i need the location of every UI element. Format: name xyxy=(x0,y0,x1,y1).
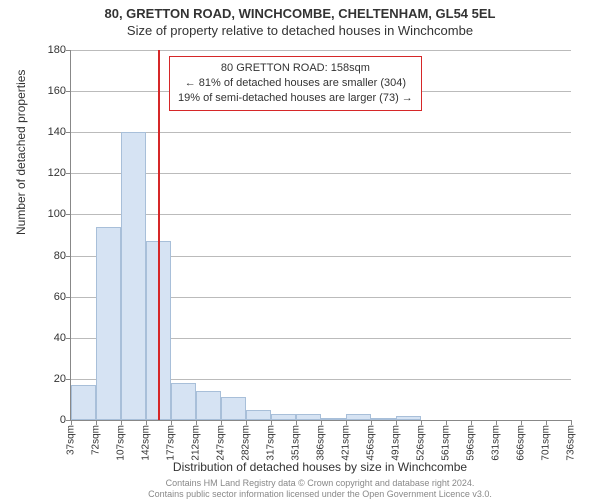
chart-container: 02040608010012014016018037sqm72sqm107sqm… xyxy=(70,50,570,420)
xtick-label: 351sqm xyxy=(291,425,302,461)
xtick-label: 282sqm xyxy=(241,425,252,461)
annotation-line: 19% of semi-detached houses are larger (… xyxy=(178,91,413,106)
xtick-label: 386sqm xyxy=(316,425,327,461)
x-axis-label: Distribution of detached houses by size … xyxy=(70,460,570,474)
xtick-label: 456sqm xyxy=(366,425,377,461)
xtick-label: 666sqm xyxy=(516,425,527,461)
histogram-bar xyxy=(71,385,96,420)
ytick-label: 180 xyxy=(26,44,66,56)
ytick-label: 120 xyxy=(26,167,66,179)
ytick-mark xyxy=(66,379,71,380)
xtick-label: 72sqm xyxy=(91,425,102,455)
histogram-bar xyxy=(371,418,396,420)
ytick-label: 140 xyxy=(26,126,66,138)
ytick-mark xyxy=(66,338,71,339)
xtick-label: 631sqm xyxy=(491,425,502,461)
footer-line2: Contains public sector information licen… xyxy=(70,489,570,500)
gridline xyxy=(71,214,571,215)
xtick-label: 212sqm xyxy=(191,425,202,461)
gridline xyxy=(71,132,571,133)
histogram-bar xyxy=(246,410,271,420)
gridline xyxy=(71,173,571,174)
ytick-mark xyxy=(66,214,71,215)
histogram-bar xyxy=(271,414,296,420)
ytick-label: 0 xyxy=(26,414,66,426)
ytick-label: 160 xyxy=(26,85,66,97)
histogram-bar xyxy=(396,416,421,420)
xtick-label: 177sqm xyxy=(166,425,177,461)
xtick-label: 142sqm xyxy=(141,425,152,461)
ytick-label: 40 xyxy=(26,332,66,344)
ytick-label: 20 xyxy=(26,373,66,385)
ytick-label: 80 xyxy=(26,250,66,262)
ytick-mark xyxy=(66,173,71,174)
xtick-label: 491sqm xyxy=(391,425,402,461)
xtick-label: 561sqm xyxy=(441,425,452,461)
gridline xyxy=(71,50,571,51)
footer-line1: Contains HM Land Registry data © Crown c… xyxy=(70,478,570,489)
histogram-bar xyxy=(96,227,121,420)
ytick-mark xyxy=(66,297,71,298)
ytick-label: 100 xyxy=(26,208,66,220)
histogram-bar xyxy=(121,132,146,420)
ytick-mark xyxy=(66,256,71,257)
xtick-label: 701sqm xyxy=(541,425,552,461)
ytick-mark xyxy=(66,91,71,92)
histogram-bar xyxy=(321,418,346,420)
histogram-bar xyxy=(196,391,221,420)
chart-title-line2: Size of property relative to detached ho… xyxy=(0,23,600,38)
xtick-label: 596sqm xyxy=(466,425,477,461)
footer-attribution: Contains HM Land Registry data © Crown c… xyxy=(70,478,570,500)
reference-line xyxy=(158,50,160,420)
histogram-bar xyxy=(296,414,321,420)
ytick-mark xyxy=(66,50,71,51)
xtick-label: 317sqm xyxy=(266,425,277,461)
xtick-label: 526sqm xyxy=(416,425,427,461)
xtick-label: 247sqm xyxy=(216,425,227,461)
histogram-bar xyxy=(221,397,246,420)
xtick-label: 736sqm xyxy=(566,425,577,461)
ytick-label: 60 xyxy=(26,291,66,303)
annotation-box: 80 GRETTON ROAD: 158sqm← 81% of detached… xyxy=(169,56,422,111)
ytick-mark xyxy=(66,132,71,133)
annotation-line: 80 GRETTON ROAD: 158sqm xyxy=(178,61,413,76)
xtick-label: 107sqm xyxy=(116,425,127,461)
xtick-label: 421sqm xyxy=(341,425,352,461)
chart-title-block: 80, GRETTON ROAD, WINCHCOMBE, CHELTENHAM… xyxy=(0,0,600,38)
chart-title-line1: 80, GRETTON ROAD, WINCHCOMBE, CHELTENHAM… xyxy=(0,6,600,21)
histogram-bar xyxy=(346,414,371,420)
annotation-line: ← 81% of detached houses are smaller (30… xyxy=(178,76,413,91)
plot-area: 02040608010012014016018037sqm72sqm107sqm… xyxy=(70,50,571,421)
histogram-bar xyxy=(171,383,196,420)
xtick-label: 37sqm xyxy=(66,425,77,455)
